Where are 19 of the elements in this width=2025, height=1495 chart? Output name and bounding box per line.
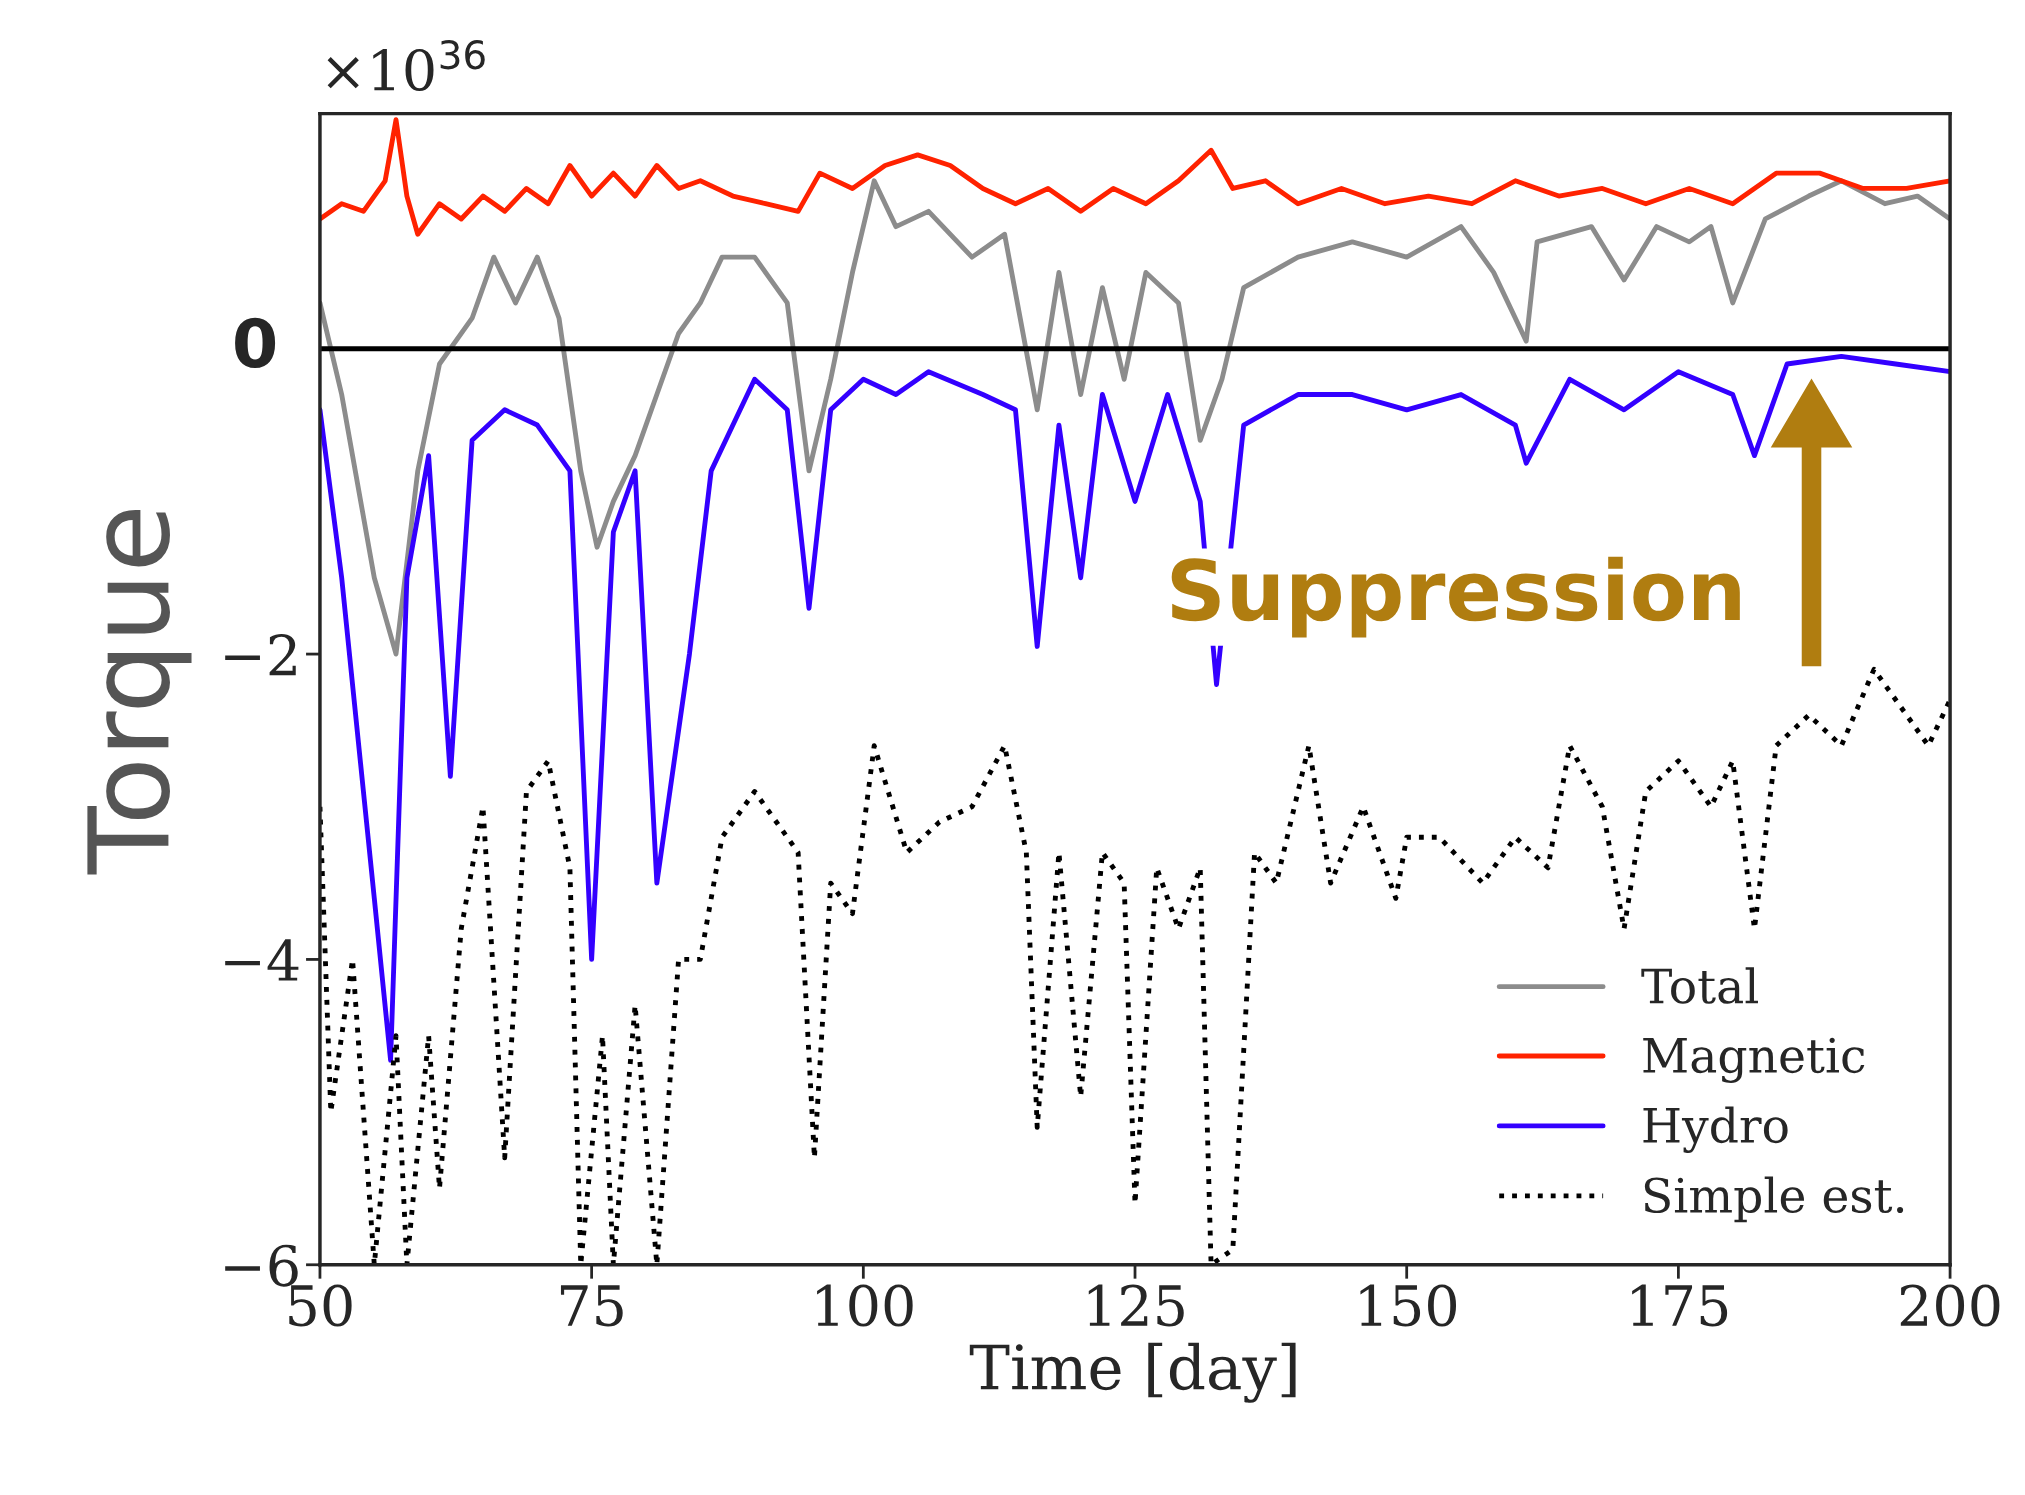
x-tick-label: 150 — [1360, 1284, 1457, 1327]
text: ×10$^{36}$ — [327, 40, 485, 91]
x-tick-label: 200 — [1900, 1284, 2000, 1327]
x-tick-label: 75 — [560, 1285, 623, 1327]
y-tick-label: −2 — [225, 633, 296, 676]
ref-line-label: 0 — [235, 317, 276, 369]
x-axis-title: Time [day] — [969, 1342, 1296, 1403]
annotation: Suppression — [1171, 556, 1740, 638]
line-series — [319, 117, 1951, 237]
y-axis-title: Torque — [87, 510, 192, 875]
x-tick-label: 175 — [1632, 1284, 1728, 1327]
y-tick-label: −4 — [225, 939, 299, 981]
legend-label: Magnetic — [1643, 1037, 1865, 1083]
x-tick-label: 125 — [1088, 1284, 1184, 1327]
legend-label: Simple est. — [1644, 1176, 1904, 1223]
x-tick-label: 100 — [817, 1284, 913, 1327]
legend-label: Hydro — [1643, 1106, 1788, 1153]
legend-label: Total — [1641, 967, 1758, 1004]
line-series — [319, 178, 1951, 657]
